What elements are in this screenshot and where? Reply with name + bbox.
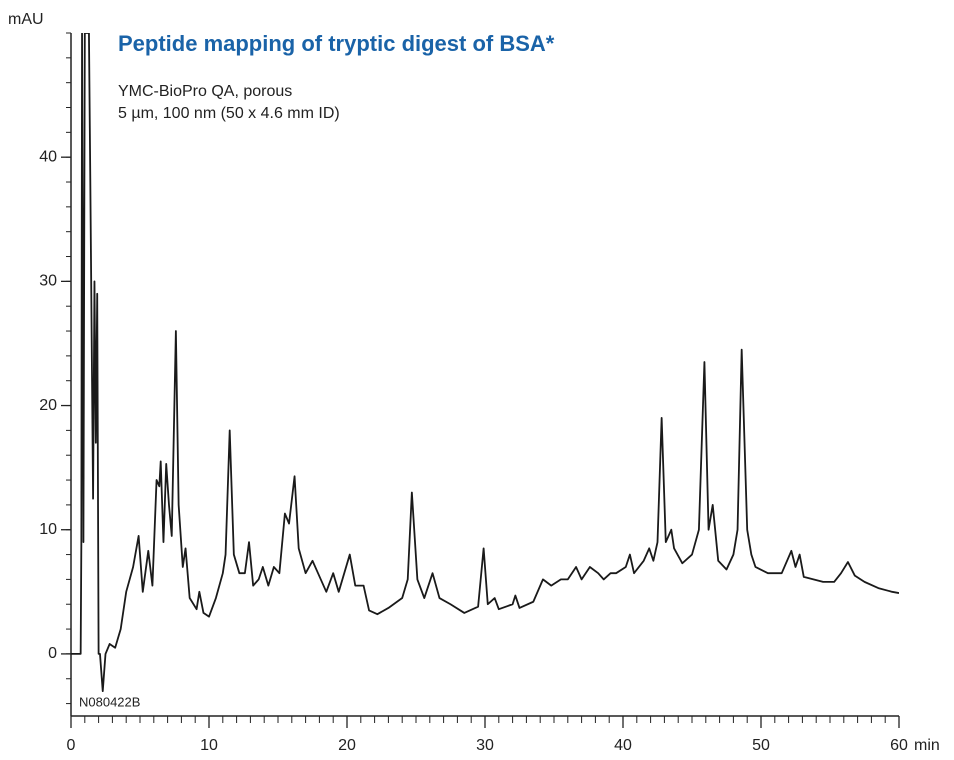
x-axis-label: min: [914, 737, 940, 754]
y-tick-label: 40: [39, 148, 57, 165]
y-tick-label: 30: [39, 273, 57, 290]
subtitle: 5 µm, 100 nm (50 x 4.6 mm ID): [118, 105, 340, 122]
y-tick-label: 20: [39, 397, 57, 414]
x-tick-label: 40: [614, 737, 632, 754]
x-tick-label: 10: [200, 737, 218, 754]
x-tick-label: 20: [338, 737, 356, 754]
x-tick-label: 60: [890, 737, 908, 754]
annotation: N080422B: [79, 694, 140, 709]
x-tick-label: 30: [476, 737, 494, 754]
chart-title: Peptide mapping of tryptic digest of BSA…: [118, 31, 555, 56]
y-tick-label: 10: [39, 521, 57, 538]
y-axis-label: mAU: [8, 11, 44, 28]
x-tick-label: 50: [752, 737, 770, 754]
trace: [71, 33, 899, 693]
x-tick-label: 0: [67, 737, 76, 754]
subtitle: YMC-BioPro QA, porous: [118, 83, 292, 100]
y-tick-label: 0: [48, 645, 57, 662]
